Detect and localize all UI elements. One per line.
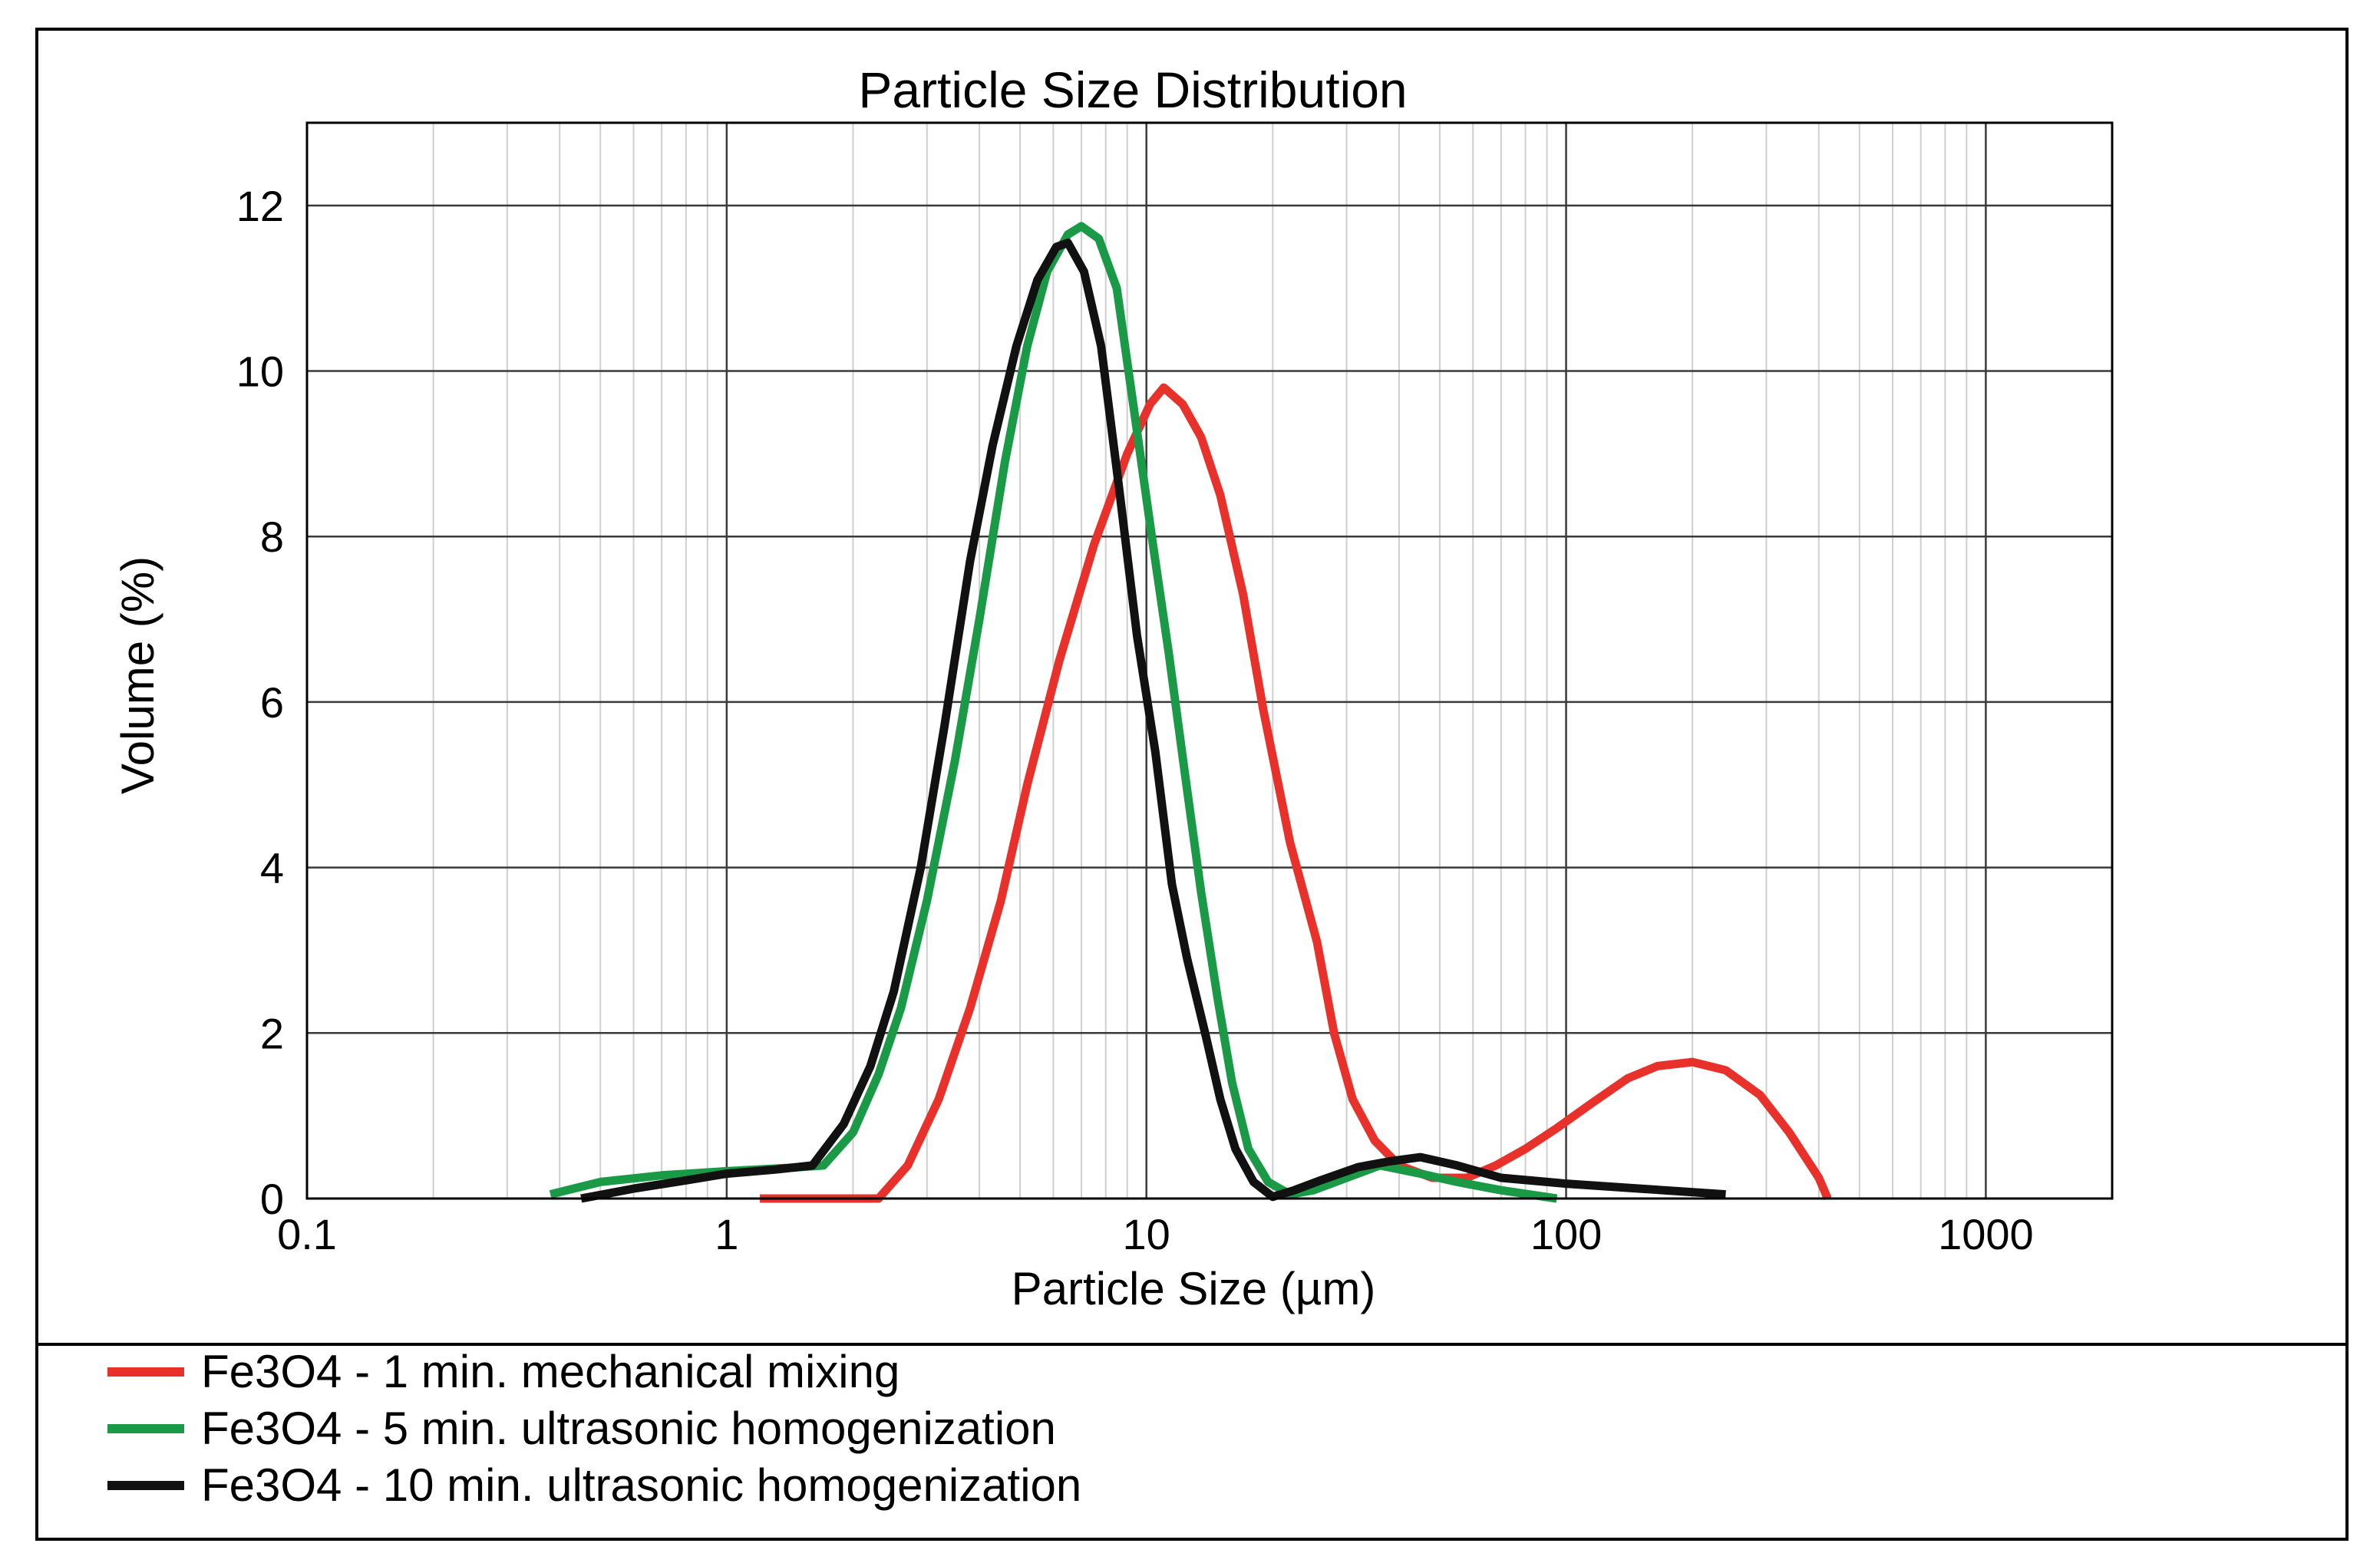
y-tick-label: 12 — [236, 182, 284, 230]
legend-label-3: Fe3O4 - 10 min. ultrasonic homogenizatio… — [201, 1459, 1081, 1511]
legend-label-1: Fe3O4 - 1 min. mechanical mixing — [201, 1346, 900, 1397]
x-tick-label: 100 — [1530, 1210, 1602, 1258]
legend: Fe3O4 - 1 min. mechanical mixing Fe3O4 - … — [107, 1346, 1081, 1511]
series-layer — [549, 222, 1832, 1203]
y-tick-label: 6 — [260, 678, 284, 727]
y-tick-label: 2 — [260, 1009, 284, 1057]
major-grid — [305, 123, 2112, 1200]
chart-title: Particle Size Distribution — [858, 61, 1407, 118]
series-line-2 — [549, 222, 1558, 1203]
chart-frame — [35, 28, 2349, 1346]
series-line-3 — [580, 238, 1726, 1203]
x-axis-title: Particle Size (µm) — [1012, 1263, 1376, 1314]
plot-area — [305, 121, 2114, 1203]
x-tick-label: 1000 — [1938, 1210, 2034, 1258]
plot-border — [305, 121, 2114, 1200]
x-tick-label: 10 — [1123, 1210, 1170, 1258]
y-tick-labels: 0 2 4 6 8 10 12 — [236, 182, 284, 1223]
x-tick-label: 0.1 — [277, 1210, 337, 1258]
minor-grid — [432, 123, 1968, 1199]
y-tick-label: 10 — [236, 348, 284, 396]
x-tick-label: 1 — [715, 1210, 738, 1258]
y-tick-label: 4 — [260, 844, 284, 892]
x-tick-labels: 0.1 1 10 100 1000 — [277, 1210, 2034, 1258]
legend-label-2: Fe3O4 - 5 min. ultrasonic homogenization — [201, 1403, 1056, 1454]
legend-frame — [35, 1343, 2349, 1541]
y-tick-label: 8 — [260, 513, 284, 561]
y-axis-title: Volume (%) — [112, 556, 163, 794]
series-line-1 — [760, 383, 1832, 1203]
y-tick-label: 0 — [260, 1175, 284, 1223]
